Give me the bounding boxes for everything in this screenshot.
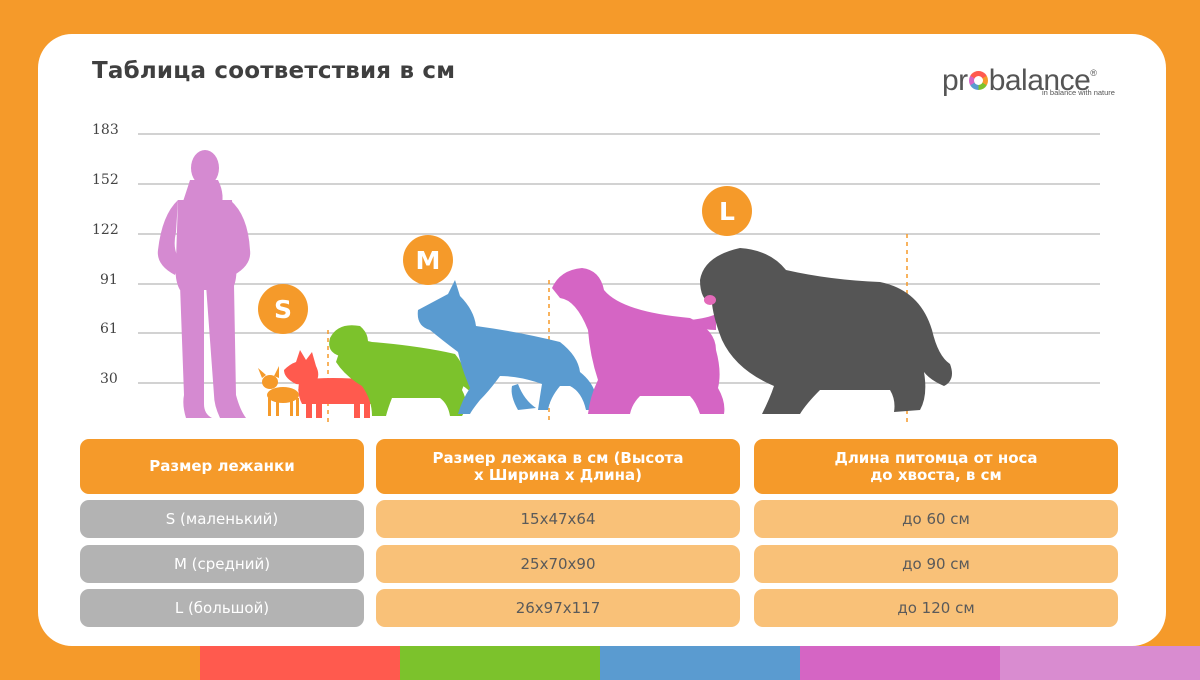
y-tick-label: 122 <box>92 222 119 238</box>
table-cell-pet-length: до 120 см <box>754 589 1118 627</box>
table-cell-size: M (средний) <box>80 545 364 583</box>
y-axis-ticks: 183 152 122 91 61 30 <box>92 122 119 387</box>
table-header-size: Размер лежанки <box>80 439 364 494</box>
setter-silhouette-icon <box>552 268 725 414</box>
table-cell-pet-length: до 60 см <box>754 500 1118 538</box>
size-badge-m: M <box>403 235 453 285</box>
color-strip-lilac <box>1000 646 1200 680</box>
table-cell-pet-length: до 90 см <box>754 545 1118 583</box>
table-cell-size: S (маленький) <box>80 500 364 538</box>
logo-ring-icon <box>968 71 988 90</box>
shepherd-silhouette-icon <box>417 280 597 414</box>
logo-tagline: in balance with nature <box>1042 88 1115 97</box>
table-header-pet-length: Длина питомца от носа до хвоста, в см <box>754 439 1118 494</box>
size-badge-l: L <box>702 186 752 236</box>
color-strip-blue <box>600 646 800 680</box>
brand-logo: pr balance® in balance with nature <box>942 58 1142 98</box>
color-strip-green <box>400 646 600 680</box>
size-badge-s: S <box>258 284 308 334</box>
table-cell-size: L (большой) <box>80 589 364 627</box>
page-title: Таблица соответствия в см <box>92 58 456 84</box>
color-strip-pink <box>800 646 1000 680</box>
corgi-silhouette-icon <box>284 350 376 418</box>
table-cell-dimensions: 25х70х90 <box>376 545 740 583</box>
y-tick-label: 30 <box>100 371 118 387</box>
table-cell-dimensions: 26х97х117 <box>376 589 740 627</box>
newfoundland-silhouette-icon <box>700 248 952 414</box>
color-strip-red <box>200 646 400 680</box>
logo-wordmark: pr balance® <box>942 64 1097 97</box>
y-tick-label: 91 <box>100 272 118 288</box>
y-tick-label: 152 <box>92 172 119 188</box>
retriever-silhouette-icon <box>329 325 478 416</box>
human-silhouette-icon <box>157 150 251 418</box>
y-tick-label: 183 <box>92 122 119 138</box>
newfoundland-tongue-icon <box>704 295 716 305</box>
table-header-dimensions: Размер лежака в см (Высота х Ширина х Дл… <box>376 439 740 494</box>
table-cell-dimensions: 15х47х64 <box>376 500 740 538</box>
y-tick-label: 61 <box>100 321 118 337</box>
